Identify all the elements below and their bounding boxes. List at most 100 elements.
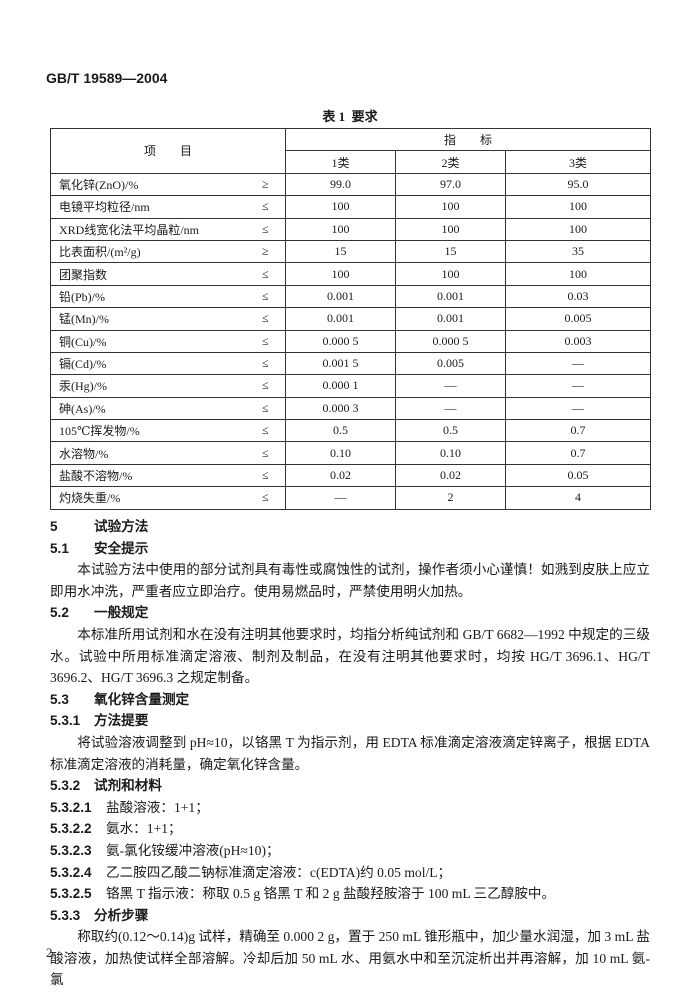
- list-item: 5.3.2.5 铬黑 T 指示液：称取 0.5 g 铬黑 T 和 2 g 盐酸羟胺…: [50, 883, 650, 905]
- cell-item: 氧化锌(ZnO)/%: [50, 172, 246, 197]
- table-row: 砷(As)/% ≤0.000 3— —: [50, 396, 652, 421]
- section-number: 5.3: [50, 691, 69, 707]
- section-number: 5: [50, 519, 58, 534]
- table-row: 灼烧失重/% ≤ —2 4: [50, 486, 652, 510]
- cell-grade-1: 0.000 3: [285, 396, 397, 421]
- cell-grade-1: 100: [285, 217, 397, 241]
- section-number: 5.3.2: [50, 778, 81, 794]
- cell-sign: ≤: [245, 262, 287, 286]
- table-row: 比表面积/(m²/g) ≥15 15 35: [50, 239, 652, 264]
- section-title: 一般规定: [94, 605, 149, 621]
- cell-grade-3: 100: [505, 262, 652, 286]
- cell-grade-2: 0.10: [395, 441, 507, 465]
- cell-grade-2: 0.001: [395, 307, 507, 331]
- item-text: 乙二胺四乙酸二钠标准滴定溶液：c(EDTA)约 0.05 mol/L；: [106, 864, 452, 880]
- cell-grade-3: —: [505, 374, 652, 398]
- section-number: 5.3.2.3: [50, 842, 92, 858]
- cell-grade-2: 0.02: [395, 463, 507, 488]
- cell-grade-3: 4: [505, 486, 652, 510]
- cell-grade-3: 0.05: [505, 463, 652, 488]
- cell-grade-1: 0.000 1: [285, 374, 397, 398]
- cell-grade-3: 0.7: [505, 419, 652, 443]
- cell-grade-2: 0.005: [395, 351, 507, 376]
- section-number: 5.3.1: [50, 713, 81, 729]
- cell-sign: ≥: [245, 239, 287, 264]
- cell-item: 铜(Cu)/%: [50, 329, 246, 353]
- section-number: 5.3.2.4: [50, 864, 92, 880]
- table-row: 镉(Cd)/% ≤0.001 5 0.005—: [50, 351, 652, 376]
- cell-item: XRD线宽化法平均晶粒/nm: [50, 217, 246, 241]
- header-grade: 2类: [395, 150, 507, 174]
- list-item: 5.3.2.3 氨-氯化铵缓冲溶液(pH≈10)；: [50, 840, 650, 862]
- header-grade: 3类: [505, 150, 652, 174]
- cell-sign: ≤: [245, 463, 287, 488]
- table-row: 电镜平均粒径/nm ≤100 100 100: [50, 195, 652, 219]
- item-text: 盐酸溶液：1+1；: [106, 799, 209, 815]
- cell-grade-1: 0.10: [285, 441, 397, 465]
- cell-sign: ≤: [245, 351, 287, 376]
- cell-grade-1: 99.0: [285, 172, 397, 197]
- cell-item: 水溶物/%: [50, 441, 246, 465]
- cell-sign: ≤: [245, 329, 287, 353]
- list-item: 5.3.2.4 乙二胺四乙酸二钠标准滴定溶液：c(EDTA)约 0.05 mol/…: [50, 862, 650, 884]
- cell-grade-3: —: [505, 396, 652, 421]
- cell-grade-2: 0.000 5: [395, 329, 507, 353]
- table-row: 铅(Pb)/% ≤0.001 0.001 0.03: [50, 284, 652, 309]
- section-title: 试验方法: [94, 519, 149, 534]
- cell-grade-1: 0.02: [285, 463, 397, 488]
- cell-sign: ≤: [245, 441, 287, 465]
- cell-sign: ≤: [245, 217, 287, 241]
- table-row: 铜(Cu)/% ≤0.000 5 0.000 5 0.003: [50, 329, 652, 353]
- section-title: 分析步骤: [94, 907, 149, 923]
- section-title: 氧化锌含量测定: [94, 691, 190, 707]
- list-item: 5.3.2.2 氨水：1+1；: [50, 818, 650, 840]
- cell-grade-1: —: [285, 486, 397, 510]
- cell-grade-1: 0.001: [285, 307, 397, 331]
- table-row: 水溶物/% ≤0.10 0.10 0.7: [50, 441, 652, 465]
- section-title: 方法提要: [94, 713, 149, 729]
- table-row: 锰(Mn)/% ≤0.001 0.001 0.005: [50, 307, 652, 331]
- paragraph: 本标准所用试剂和水在没有注明其他要求时，均指分析纯试剂和 GB/T 6682—1…: [50, 626, 650, 686]
- cell-grade-2: 2: [395, 486, 507, 510]
- paragraph: 将试验溶液调整到 pH≈10，以铬黑 T 为指示剂，用 EDTA 标准滴定溶液滴…: [50, 734, 650, 772]
- cell-grade-2: —: [395, 396, 507, 421]
- table-row: 汞(Hg)/% ≤0.000 1— —: [50, 374, 652, 398]
- table-row: 盐酸不溶物/% ≤0.02 0.02 0.05: [50, 463, 652, 488]
- cell-grade-3: 100: [505, 217, 652, 241]
- paragraph: 称取约(0.12～0.14)g 试样，精确至 0.000 2 g，置于 250 …: [50, 929, 650, 988]
- list-item: 5.3.2.1 盐酸溶液：1+1；: [50, 797, 650, 819]
- section-heading: 5.3.3 分析步骤: [50, 905, 650, 927]
- section-number: 5.2: [50, 605, 69, 621]
- cell-sign: ≤: [245, 486, 287, 510]
- cell-grade-1: 0.001 5: [285, 351, 397, 376]
- cell-grade-2: 100: [395, 217, 507, 241]
- section-title: 试剂和材料: [94, 778, 162, 794]
- item-text: 氨-氯化铵缓冲溶液(pH≈10)；: [106, 842, 280, 858]
- cell-grade-3: —: [505, 351, 652, 376]
- cell-item: 比表面积/(m²/g): [50, 239, 246, 264]
- cell-item: 灼烧失重/%: [50, 486, 246, 510]
- cell-grade-2: 0.001: [395, 284, 507, 309]
- cell-grade-1: 100: [285, 262, 397, 286]
- cell-item: 团聚指数: [50, 262, 246, 286]
- requirements-table: 项 目 指 标 1类 2类 3类 氧化锌(ZnO)/% ≥99.0 97.0 95.0…: [49, 127, 652, 510]
- table-row: 105℃挥发物/% ≤0.5 0.5 0.7: [50, 419, 652, 443]
- table-caption: 表 1 要求: [322, 109, 378, 124]
- cell-sign: ≤: [245, 374, 287, 398]
- standard-code: GB/T 19589—2004: [46, 70, 168, 86]
- table-row: XRD线宽化法平均晶粒/nm ≤100 100 100: [50, 217, 652, 241]
- cell-grade-3: 0.003: [505, 329, 652, 353]
- cell-grade-2: 0.5: [395, 419, 507, 443]
- cell-grade-1: 100: [285, 195, 397, 219]
- cell-sign: ≤: [245, 396, 287, 421]
- item-text: 铬黑 T 指示液：称取 0.5 g 铬黑 T 和 2 g 盐酸羟胺溶于 100 …: [106, 886, 556, 902]
- table-row: 团聚指数 ≤100 100 100: [50, 262, 652, 286]
- cell-grade-1: 0.001: [285, 284, 397, 309]
- cell-grade-3: 0.005: [505, 307, 652, 331]
- paragraph: 本试验方法中使用的部分试剂具有毒性或腐蚀性的试剂，操作者须小心谨慎！如溅到皮肤上…: [50, 562, 650, 599]
- item-text: 氨水：1+1；: [106, 821, 182, 837]
- cell-item: 铅(Pb)/%: [50, 284, 246, 309]
- cell-grade-1: 0.000 5: [285, 329, 397, 353]
- cell-sign: ≤: [245, 195, 287, 219]
